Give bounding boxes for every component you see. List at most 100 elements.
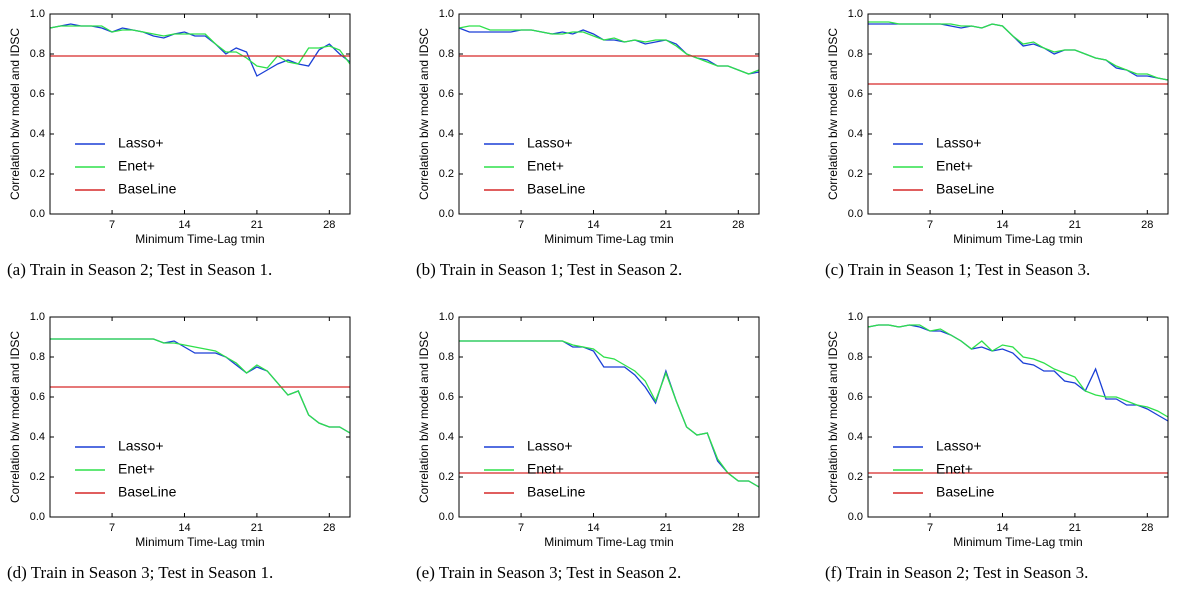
x-tick-label: 14 bbox=[996, 219, 1008, 231]
y-tick-label: 1.0 bbox=[439, 8, 454, 20]
legend-label: BaseLine bbox=[936, 484, 995, 500]
legend-label: Lasso+ bbox=[527, 438, 573, 454]
caption: (e) Train in Season 3; Test in Season 2. bbox=[416, 563, 681, 582]
y-axis-label: Correlation b/w model and IDSC bbox=[417, 28, 431, 200]
y-tick-label: 0.8 bbox=[30, 48, 45, 60]
x-axis-label: Minimum Time-Lag τmin bbox=[135, 232, 264, 246]
series-line bbox=[459, 340, 760, 488]
legend-label: BaseLine bbox=[118, 484, 177, 500]
y-tick-label: 0.4 bbox=[30, 128, 45, 140]
series-line bbox=[50, 338, 351, 434]
series-line bbox=[458, 25, 760, 75]
y-tick-label: 0.0 bbox=[30, 208, 45, 220]
y-tick-label: 0.6 bbox=[848, 88, 863, 100]
y-axis-label: Correlation b/w model and IDSC bbox=[826, 331, 840, 503]
y-tick-label: 0.8 bbox=[30, 351, 45, 363]
x-tick-label: 7 bbox=[927, 522, 933, 534]
x-tick-label: 7 bbox=[518, 522, 524, 534]
x-tick-label: 28 bbox=[323, 522, 335, 534]
x-tick-label: 21 bbox=[251, 522, 263, 534]
legend-label: Enet+ bbox=[936, 461, 973, 477]
y-axis-label: Correlation b/w model and IDSC bbox=[417, 331, 431, 503]
x-axis-label: Minimum Time-Lag τmin bbox=[953, 535, 1082, 549]
y-tick-label: 0.4 bbox=[30, 431, 45, 443]
x-tick-label: 21 bbox=[660, 219, 672, 231]
caption: (c) Train in Season 1; Test in Season 3. bbox=[825, 260, 1090, 279]
y-tick-label: 0.8 bbox=[848, 48, 863, 60]
x-tick-label: 21 bbox=[1069, 522, 1081, 534]
x-tick-label: 14 bbox=[996, 522, 1008, 534]
y-tick-label: 1.0 bbox=[30, 8, 45, 20]
legend-label: Enet+ bbox=[118, 158, 155, 174]
legend-label: Lasso+ bbox=[936, 135, 982, 151]
series-line bbox=[867, 324, 1169, 418]
x-axis-label: Minimum Time-Lag τmin bbox=[135, 535, 264, 549]
y-tick-label: 0.6 bbox=[439, 391, 454, 403]
y-tick-label: 0.0 bbox=[439, 511, 454, 523]
x-tick-label: 28 bbox=[1141, 522, 1153, 534]
plot-frame bbox=[867, 13, 1169, 215]
y-tick-label: 0.8 bbox=[848, 351, 863, 363]
y-tick-label: 0.6 bbox=[30, 88, 45, 100]
legend-label: BaseLine bbox=[118, 181, 177, 197]
y-tick-label: 0.0 bbox=[30, 511, 45, 523]
y-tick-label: 0.4 bbox=[848, 431, 863, 443]
plot-frame bbox=[458, 13, 760, 215]
legend-label: BaseLine bbox=[527, 181, 586, 197]
y-tick-label: 0.2 bbox=[30, 471, 45, 483]
x-tick-label: 7 bbox=[927, 219, 933, 231]
caption: (f) Train in Season 2; Test in Season 3. bbox=[825, 563, 1088, 582]
y-axis-label: Correlation b/w model and IDSC bbox=[8, 331, 22, 503]
y-tick-label: 0.2 bbox=[848, 168, 863, 180]
series-line bbox=[459, 340, 760, 488]
series-line bbox=[868, 23, 1169, 81]
y-tick-label: 0.4 bbox=[439, 431, 454, 443]
x-tick-label: 28 bbox=[323, 219, 335, 231]
y-tick-label: 0.0 bbox=[848, 511, 863, 523]
y-axis-label: Correlation b/w model and IDSC bbox=[8, 28, 22, 200]
y-tick-label: 1.0 bbox=[848, 311, 863, 323]
legend-label: Enet+ bbox=[936, 158, 973, 174]
x-tick-label: 21 bbox=[660, 522, 672, 534]
y-tick-label: 0.4 bbox=[848, 128, 863, 140]
x-tick-label: 14 bbox=[178, 219, 190, 231]
y-axis-label: Correlation b/w model and IDSC bbox=[826, 28, 840, 200]
series-line bbox=[458, 27, 760, 75]
legend-label: BaseLine bbox=[936, 181, 995, 197]
x-axis-label: Minimum Time-Lag τmin bbox=[544, 232, 673, 246]
y-tick-label: 0.2 bbox=[439, 471, 454, 483]
y-tick-label: 0.2 bbox=[439, 168, 454, 180]
plot-frame bbox=[458, 316, 760, 518]
plot-frame bbox=[49, 316, 351, 518]
legend-label: Lasso+ bbox=[527, 135, 573, 151]
y-tick-label: 0.8 bbox=[439, 351, 454, 363]
legend-label: Enet+ bbox=[527, 461, 564, 477]
y-tick-label: 1.0 bbox=[30, 311, 45, 323]
series-line bbox=[867, 324, 1169, 422]
legend-label: Enet+ bbox=[527, 158, 564, 174]
y-tick-label: 1.0 bbox=[848, 8, 863, 20]
y-tick-label: 0.4 bbox=[439, 128, 454, 140]
legend-label: Lasso+ bbox=[936, 438, 982, 454]
legend-label: Lasso+ bbox=[118, 438, 164, 454]
y-tick-label: 0.2 bbox=[848, 471, 863, 483]
caption: (d) Train in Season 3; Test in Season 1. bbox=[7, 563, 273, 582]
x-tick-label: 7 bbox=[109, 522, 115, 534]
caption: (a) Train in Season 2; Test in Season 1. bbox=[7, 260, 272, 279]
x-tick-label: 28 bbox=[732, 219, 744, 231]
series-line bbox=[49, 25, 351, 69]
x-tick-label: 14 bbox=[587, 522, 599, 534]
legend-label: BaseLine bbox=[527, 484, 586, 500]
y-tick-label: 0.6 bbox=[848, 391, 863, 403]
x-tick-label: 14 bbox=[587, 219, 599, 231]
x-tick-label: 28 bbox=[732, 522, 744, 534]
y-tick-label: 0.2 bbox=[30, 168, 45, 180]
y-tick-label: 0.6 bbox=[30, 391, 45, 403]
x-axis-label: Minimum Time-Lag τmin bbox=[953, 232, 1082, 246]
series-line bbox=[50, 338, 351, 434]
legend-label: Enet+ bbox=[118, 461, 155, 477]
x-tick-label: 7 bbox=[109, 219, 115, 231]
caption: (b) Train in Season 1; Test in Season 2. bbox=[416, 260, 682, 279]
y-tick-label: 0.6 bbox=[439, 88, 454, 100]
